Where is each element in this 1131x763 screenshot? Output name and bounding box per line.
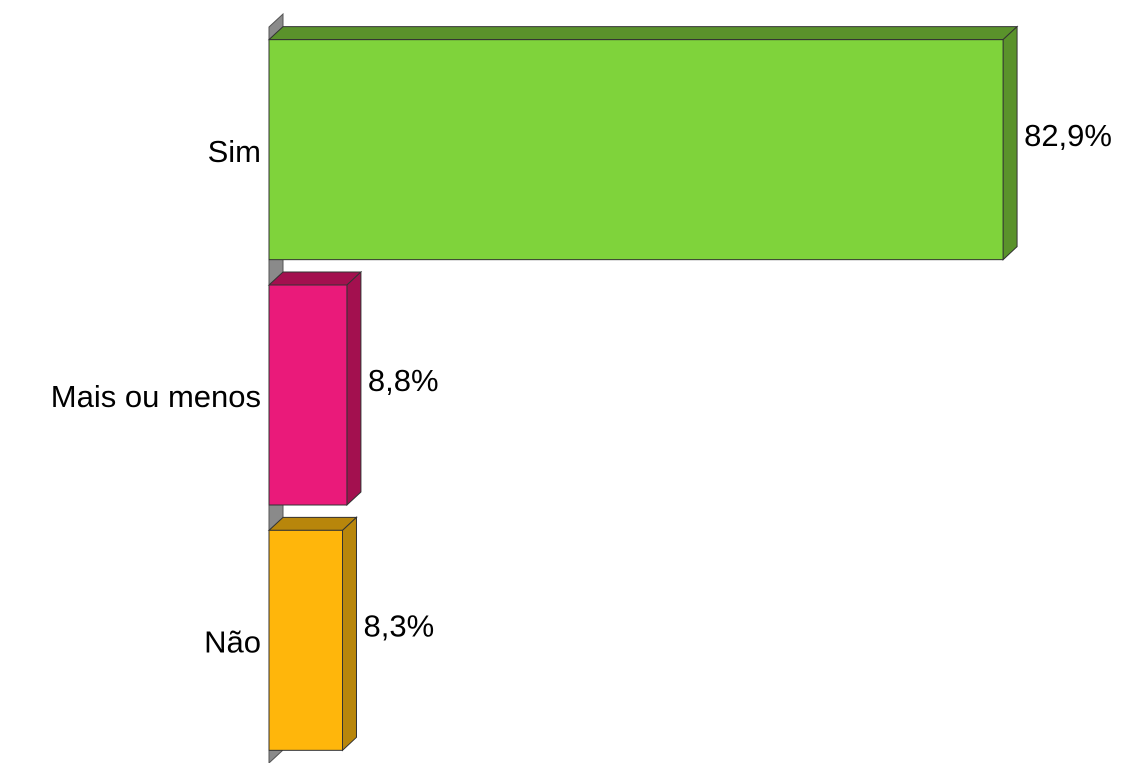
bar-top	[267, 271, 363, 286]
bar-front	[268, 284, 348, 506]
bar-top	[267, 516, 358, 531]
bar-top	[267, 26, 1019, 41]
bar-front	[268, 39, 1004, 261]
value-label: 82,9%	[1024, 118, 1112, 153]
bar	[267, 25, 1019, 261]
bar	[267, 516, 358, 752]
bar-side	[346, 270, 362, 507]
value-label: 8,3%	[363, 609, 434, 644]
bar-front	[268, 529, 343, 751]
value-label: 8,8%	[368, 363, 439, 398]
category-label: Não	[204, 625, 261, 660]
bar-side	[341, 516, 357, 752]
category-label: Sim	[208, 134, 261, 169]
bar-side	[1002, 25, 1018, 261]
category-label: Mais ou menos	[51, 379, 261, 414]
bar	[267, 270, 363, 507]
